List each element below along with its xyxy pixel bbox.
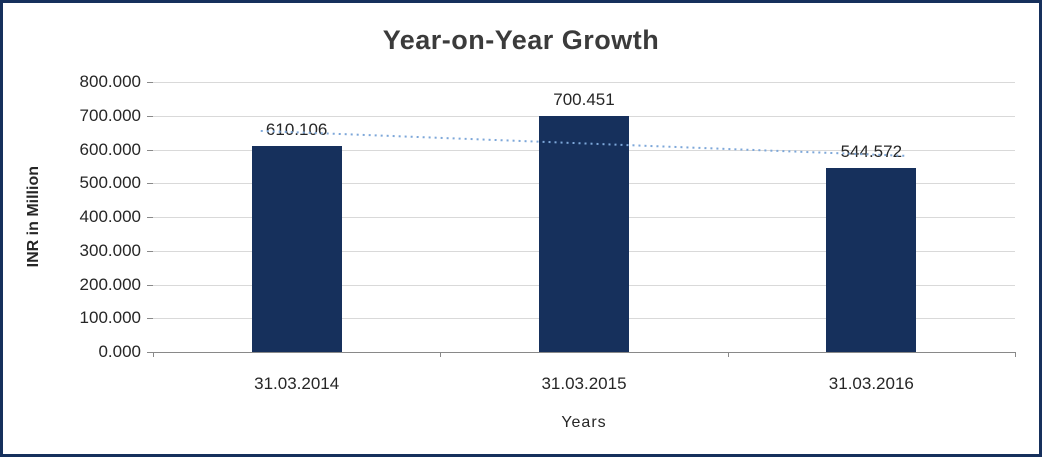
plot-area: 800.000 700.000 600.000 500.000 400.000 300.0… — [80, 72, 1016, 361]
bar-value-label: 700.451 — [553, 89, 615, 109]
x-tick-mark — [1015, 352, 1016, 357]
chart-title: Year-on-Year Growth — [382, 25, 660, 55]
bar-31.03.2016 — [826, 168, 917, 352]
y-tick-mark — [147, 217, 153, 218]
x-tick-mark — [727, 352, 729, 357]
x-tick-mark — [153, 352, 154, 357]
x-axis-labels: 31.03.2014 31.03.2015 31.03.2016 — [153, 374, 1015, 396]
y-tick-label: 800.000 — [79, 72, 141, 91]
y-tick-label: 500.000 — [79, 173, 141, 193]
y-tick-label: 300.000 — [79, 240, 141, 260]
y-tick-mark — [147, 352, 153, 353]
y-tick-label: 0.000 — [98, 342, 141, 361]
y-tick-mark — [147, 183, 153, 185]
bar-value-label: 544.572 — [840, 142, 903, 162]
x-tick-label: 31.03.2016 — [828, 374, 914, 393]
y-tick-label: 200.000 — [79, 274, 141, 294]
y-tick-label: 600.000 — [79, 139, 141, 159]
y-gridline — [153, 82, 1015, 83]
y-tick-mark — [147, 284, 153, 286]
y-tick-mark — [147, 318, 153, 320]
bar-31.03.2014 — [251, 146, 342, 352]
bar-31.03.2015 — [539, 115, 629, 352]
y-tick-mark — [147, 115, 153, 117]
y-tick-mark — [147, 149, 153, 151]
bar-value-label: 610.106 — [265, 120, 328, 140]
x-axis-line — [153, 352, 1015, 353]
y-tick-label: 700.000 — [79, 105, 141, 125]
x-tick-label: 31.03.2015 — [541, 374, 627, 393]
x-axis-title: Years — [561, 414, 607, 431]
y-tick-label: 100.000 — [79, 308, 141, 328]
y-tick-label: 400.000 — [79, 207, 141, 226]
y-tick-mark — [147, 82, 153, 83]
y-tick-mark — [147, 250, 153, 252]
x-tick-mark — [440, 352, 442, 357]
x-tick-label: 31.03.2014 — [254, 374, 340, 393]
